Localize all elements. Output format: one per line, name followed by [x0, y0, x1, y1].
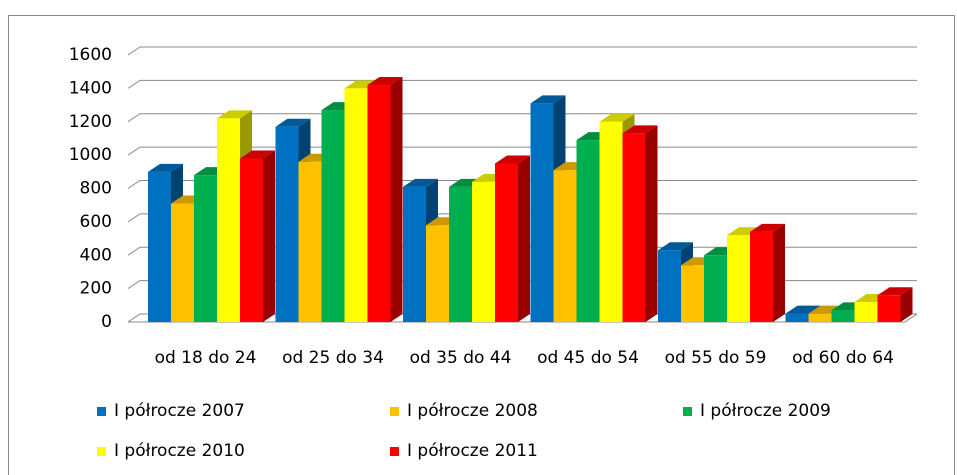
legend-label: I półrocze 2010	[114, 441, 245, 461]
bar-top	[658, 242, 693, 251]
bar	[472, 181, 495, 322]
bar-top	[750, 223, 785, 232]
bar	[367, 85, 391, 322]
y-tick-label: 400	[80, 245, 112, 265]
bar	[148, 171, 171, 322]
legend-label: I półrocze 2007	[114, 401, 245, 421]
bar	[681, 265, 704, 322]
legend-item: I półrocze 2010	[97, 441, 245, 461]
x-tick-label: od 60 do 64	[792, 348, 894, 368]
bar-top	[240, 150, 275, 159]
legend-item: I półrocze 2008	[390, 401, 538, 421]
x-tick-label: od 45 do 54	[537, 348, 639, 368]
bar	[194, 175, 217, 322]
legend-label: I półrocze 2009	[700, 401, 831, 421]
x-tick-label: od 55 do 59	[664, 348, 767, 368]
bar-top	[403, 178, 438, 187]
bar	[727, 235, 750, 322]
y-tick-label: 1400	[69, 78, 112, 98]
bar	[495, 163, 518, 322]
bar-side	[390, 77, 403, 322]
grid-line	[127, 46, 917, 56]
bar-top	[217, 110, 252, 119]
bar	[403, 186, 426, 322]
bar-side	[518, 155, 530, 322]
legend-swatch	[97, 446, 106, 456]
bar	[599, 121, 623, 322]
y-tick-label: 1600	[69, 45, 112, 65]
legend-swatch	[390, 446, 399, 456]
bar-top	[344, 80, 380, 89]
y-tick-label: 800	[80, 179, 112, 199]
bar	[658, 250, 681, 322]
bar-side	[773, 223, 785, 322]
legend-swatch	[683, 406, 692, 416]
x-tick-label: od 35 do 44	[409, 348, 512, 368]
bar-top	[599, 113, 635, 122]
bar	[171, 203, 194, 322]
bar-top	[622, 125, 658, 134]
bar-top	[727, 227, 762, 236]
bar-top	[148, 163, 183, 172]
bar-top	[367, 77, 403, 86]
bar	[217, 118, 240, 322]
y-tick-label: 1000	[69, 145, 112, 165]
bar	[449, 186, 472, 322]
bar-side	[900, 287, 913, 322]
bar	[877, 295, 901, 322]
y-tick-label: 600	[80, 212, 112, 232]
grid-line	[127, 113, 917, 123]
bar	[530, 103, 554, 322]
bar-top	[877, 287, 913, 296]
bar	[854, 301, 878, 322]
grid-line	[127, 246, 917, 256]
bar-top	[495, 155, 530, 164]
bar	[750, 231, 773, 322]
bar	[704, 255, 727, 322]
grid-line	[127, 180, 917, 189]
legend-label: I półrocze 2011	[407, 441, 538, 461]
bar-side	[263, 150, 275, 322]
x-tick-label: od 18 do 24	[154, 348, 257, 368]
bar	[785, 313, 809, 322]
y-tick-label: 200	[80, 279, 112, 299]
y-tick-label: 0	[101, 312, 112, 332]
grid-line	[127, 213, 917, 223]
chart-frame	[8, 15, 955, 475]
bar	[553, 170, 577, 322]
y-tick-label: 1200	[69, 112, 112, 132]
bar	[321, 110, 345, 322]
bar	[344, 88, 368, 322]
legend-swatch	[390, 406, 399, 416]
bar-top	[275, 118, 311, 127]
bar	[240, 158, 263, 322]
legend-label: I półrocze 2008	[407, 401, 538, 421]
grid-line	[127, 146, 917, 156]
bar-side	[645, 125, 658, 323]
bar	[275, 126, 299, 322]
bar	[576, 140, 600, 322]
bar-top	[808, 305, 844, 314]
legend-item: I półrocze 2011	[390, 441, 538, 461]
bar	[808, 313, 832, 322]
legend-item: I półrocze 2007	[97, 401, 245, 421]
legend-swatch	[97, 406, 106, 416]
grid-line	[127, 79, 917, 89]
bar	[831, 310, 855, 322]
bar-top	[530, 95, 566, 104]
bar	[298, 161, 322, 322]
legend-item: I półrocze 2009	[683, 401, 831, 421]
bar-top	[785, 305, 821, 314]
bar	[426, 225, 449, 322]
bar	[622, 133, 646, 322]
x-tick-label: od 25 do 34	[282, 348, 384, 368]
